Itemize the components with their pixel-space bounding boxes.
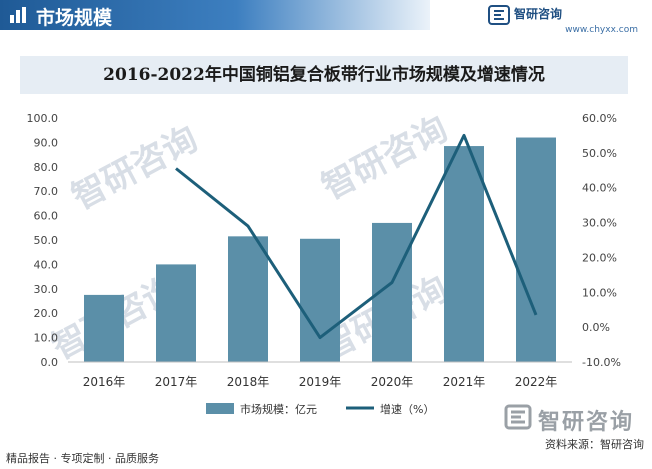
watermark-icon: 智研咨询: [315, 109, 454, 208]
y-left-tick-label: 40.0: [34, 258, 59, 271]
y-left-tick-label: 50.0: [34, 234, 59, 247]
bar-2018年: [228, 236, 268, 362]
footer-brand-name: 智研咨询: [538, 410, 635, 435]
bar-2016年: [84, 294, 124, 362]
brand-logo-icon: [488, 5, 510, 25]
x-tick-label: 2018年: [227, 375, 270, 389]
y-left-tick-label: 30.0: [34, 283, 59, 296]
watermark-icon: 智研咨询: [65, 119, 204, 218]
y-right-tick-label: 30.0%: [582, 217, 617, 230]
y-left-tick-label: 70.0: [34, 185, 59, 198]
page-title: 市场规模: [36, 7, 113, 29]
y-left-tick-label: 20.0: [34, 307, 59, 320]
y-right-tick-label: -10.0%: [582, 356, 621, 369]
footer-tagline: 精品报告 · 专项定制 · 品质服务: [6, 452, 159, 465]
y-left-tick-label: 0.0: [41, 356, 59, 369]
right-axis: -10.0% 0.0% 10.0% 20.0% 30.0% 40.0% 50.0% 60.0%: [582, 112, 621, 369]
y-left-tick-label: 10.0: [34, 332, 59, 345]
footer-brand: 智研咨询: [504, 404, 644, 435]
bar-2019年: [300, 238, 340, 362]
y-left-tick-label: 60.0: [34, 210, 59, 223]
y-right-tick-label: 50.0%: [582, 147, 617, 160]
legend: 市场规模：亿元 增速（%）: [206, 402, 434, 416]
y-left-tick-label: 100.0: [27, 112, 59, 125]
legend-bar-swatch: [206, 403, 234, 414]
bar-2021年: [444, 146, 484, 362]
x-tick-label: 2017年: [155, 375, 198, 389]
bars: [84, 137, 556, 362]
left-axis: 0.0 10.0 20.0 30.0 40.0 50.0 60.0 70.0 80.0 90.0 1…: [27, 112, 59, 369]
brand-url: www.chyxx.com: [565, 25, 638, 35]
brand-name: 智研咨询: [514, 7, 563, 21]
header-bar: 市场规模: [0, 0, 430, 30]
bar-2022年: [516, 137, 556, 362]
bar-2017年: [156, 264, 196, 362]
y-right-tick-label: 40.0%: [582, 182, 617, 195]
y-right-tick-label: 20.0%: [582, 251, 617, 264]
x-tick-label: 2021年: [443, 375, 486, 389]
source-note: 资料来源：智研咨询: [545, 438, 644, 451]
brand: 智研咨询 www.chyxx.com: [488, 3, 638, 37]
chart-title: 2016-2022年中国铜铝复合板带行业市场规模及增速情况: [103, 65, 545, 85]
x-tick-label: 2016年: [83, 375, 126, 389]
x-axis: 2016年 2017年 2018年 2019年 2020年 2021年 2022年: [83, 375, 558, 389]
header: 市场规模 智研咨询 www.chyxx.com: [0, 0, 652, 36]
chart-title-band: 2016-2022年中国铜铝复合板带行业市场规模及增速情况: [20, 56, 628, 94]
legend-bar-label: 市场规模：亿元: [240, 402, 317, 416]
footer-brand-logo-icon: [504, 404, 532, 430]
x-tick-label: 2020年: [371, 375, 414, 389]
y-right-tick-label: 0.0%: [582, 321, 610, 334]
y-left-tick-label: 90.0: [34, 136, 59, 149]
x-tick-label: 2022年: [515, 375, 558, 389]
legend-line-label: 增速（%）: [380, 402, 434, 416]
growth-line: [175, 133, 538, 340]
x-tick-label: 2019年: [299, 375, 342, 389]
y-left-tick-label: 80.0: [34, 161, 59, 174]
y-right-tick-label: 10.0%: [582, 286, 617, 299]
y-right-tick-label: 60.0%: [582, 112, 617, 125]
chart-icon: [10, 7, 26, 23]
